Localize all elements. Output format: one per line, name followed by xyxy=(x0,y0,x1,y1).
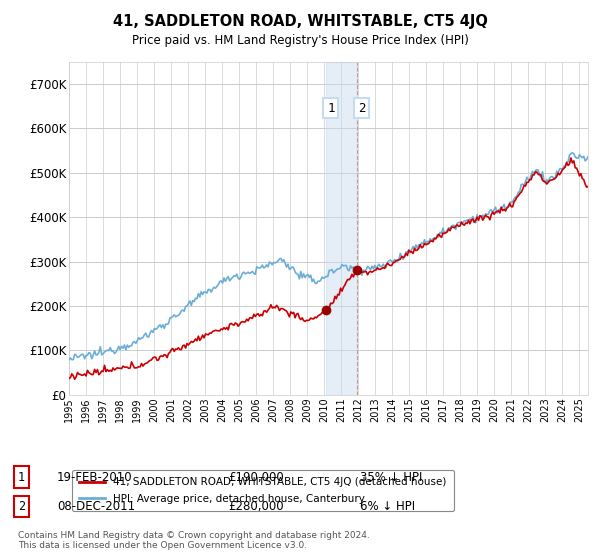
Text: 2: 2 xyxy=(18,500,25,514)
Text: 6% ↓ HPI: 6% ↓ HPI xyxy=(360,500,415,514)
Bar xyxy=(326,62,357,395)
Text: 35% ↓ HPI: 35% ↓ HPI xyxy=(360,470,422,484)
Text: Price paid vs. HM Land Registry's House Price Index (HPI): Price paid vs. HM Land Registry's House … xyxy=(131,34,469,46)
Text: 1: 1 xyxy=(18,470,25,484)
Text: £280,000: £280,000 xyxy=(228,500,284,514)
Text: 19-FEB-2010: 19-FEB-2010 xyxy=(57,470,133,484)
Text: Contains HM Land Registry data © Crown copyright and database right 2024.
This d: Contains HM Land Registry data © Crown c… xyxy=(18,530,370,550)
Text: £190,000: £190,000 xyxy=(228,470,284,484)
Legend: 41, SADDLETON ROAD, WHITSTABLE, CT5 4JQ (detached house), HPI: Average price, de: 41, SADDLETON ROAD, WHITSTABLE, CT5 4JQ … xyxy=(71,470,454,511)
Text: 41, SADDLETON ROAD, WHITSTABLE, CT5 4JQ: 41, SADDLETON ROAD, WHITSTABLE, CT5 4JQ xyxy=(113,14,487,29)
Text: 08-DEC-2011: 08-DEC-2011 xyxy=(57,500,135,514)
Text: 2: 2 xyxy=(358,102,365,115)
Text: 1: 1 xyxy=(327,102,335,115)
